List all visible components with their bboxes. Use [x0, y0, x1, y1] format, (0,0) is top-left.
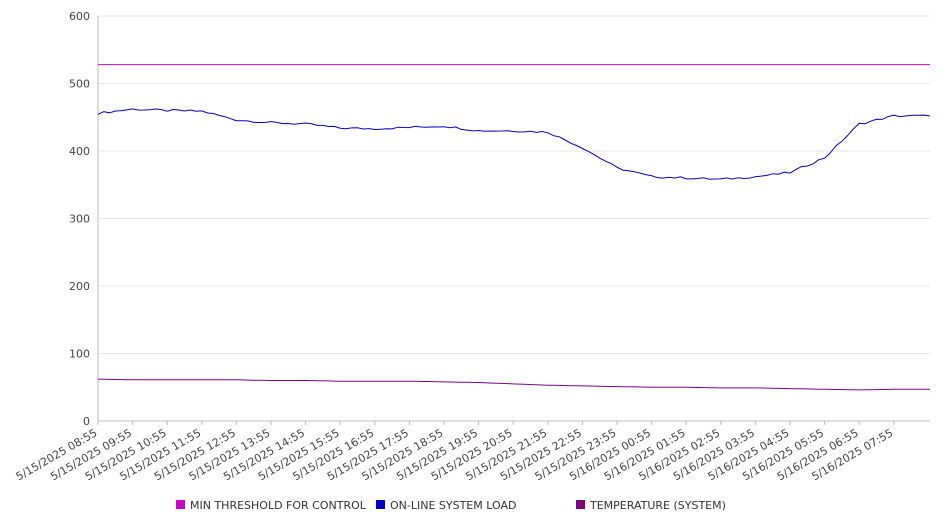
data-point [823, 388, 826, 391]
legend-item: TEMPERATURE (SYSTEM) [576, 499, 726, 512]
data-point [512, 382, 515, 385]
series-line-3 [97, 378, 930, 391]
data-point [339, 127, 342, 130]
data-point [200, 378, 203, 381]
data-point [858, 123, 861, 126]
y-tick-label: 600 [69, 10, 90, 23]
data-point [789, 171, 792, 174]
y-tick-label: 400 [69, 145, 90, 158]
data-point [235, 118, 238, 121]
y-tick-label: 500 [69, 78, 90, 91]
data-point [719, 386, 722, 389]
legend-swatch [576, 500, 585, 509]
data-point [581, 384, 584, 387]
data-point [408, 126, 411, 129]
legend-label: MIN THRESHOLD FOR CONTROL [190, 499, 367, 512]
legend-swatch [376, 500, 385, 509]
data-point [131, 378, 134, 381]
data-point [443, 380, 446, 383]
data-point [616, 385, 619, 388]
data-point [616, 166, 619, 169]
legend-item: ON-LINE SYSTEM LOAD [376, 499, 516, 512]
data-point [270, 379, 273, 382]
data-point [200, 110, 203, 113]
data-point [858, 388, 861, 391]
data-point [650, 175, 653, 178]
y-tick-label: 100 [69, 348, 90, 361]
data-point [373, 127, 376, 130]
data-point [892, 388, 895, 391]
data-point [304, 123, 307, 126]
data-point [546, 384, 549, 387]
data-point [581, 146, 584, 149]
data-point [823, 156, 826, 159]
data-point [650, 386, 653, 389]
legend: MIN THRESHOLD FOR CONTROL ON-LINE SYSTEM … [176, 499, 726, 512]
data-point [304, 379, 307, 382]
data-point [546, 131, 549, 134]
data-point [270, 121, 273, 124]
series [97, 64, 931, 391]
data-point [339, 380, 342, 383]
data-point [373, 380, 376, 383]
data-point [97, 378, 100, 381]
data-point [408, 380, 411, 383]
data-point [477, 129, 480, 132]
legend-swatch [176, 500, 185, 509]
grid [98, 15, 930, 354]
data-point [477, 381, 480, 384]
data-point [97, 112, 100, 115]
data-point [443, 125, 446, 128]
data-point [719, 178, 722, 181]
legend-label: TEMPERATURE (SYSTEM) [589, 499, 726, 512]
legend-label: ON-LINE SYSTEM LOAD [390, 499, 516, 512]
y-tick-label: 0 [83, 415, 90, 428]
legend-item: MIN THRESHOLD FOR CONTROL [176, 499, 367, 512]
data-point [892, 114, 895, 117]
x-tick-labels: 5/15/2025 08:555/15/2025 09:555/15/2025 … [14, 421, 895, 483]
data-point [235, 378, 238, 381]
y-tick-label: 300 [69, 213, 90, 226]
y-tick-labels: 0 100 200 300 400 500 600 [69, 10, 90, 428]
data-point [512, 129, 515, 132]
data-point [685, 177, 688, 180]
data-point [166, 378, 169, 381]
series-line-2 [97, 108, 931, 180]
data-point [789, 387, 792, 390]
y-tick-label: 200 [69, 280, 90, 293]
data-point [166, 109, 169, 112]
data-point [754, 175, 757, 178]
data-point [131, 108, 134, 111]
data-point [754, 386, 757, 389]
data-point [685, 386, 688, 389]
